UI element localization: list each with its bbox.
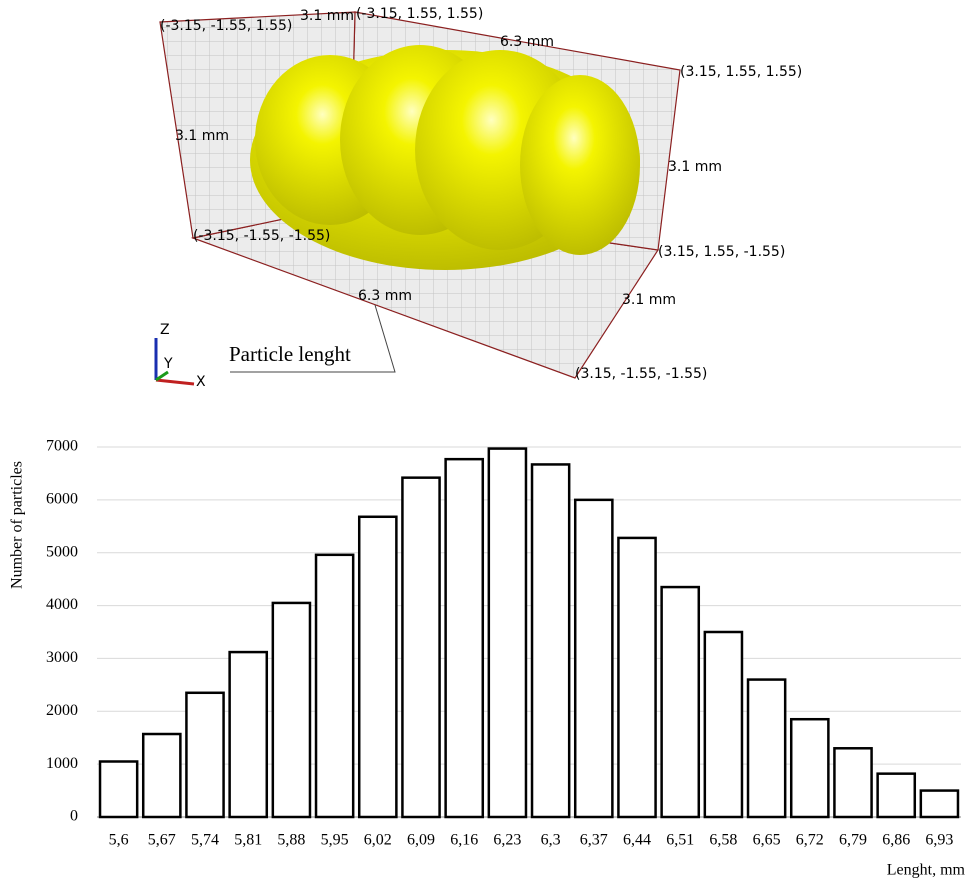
y-tick-label: 4000 xyxy=(46,596,78,613)
bar xyxy=(100,762,137,818)
axis-label: Z xyxy=(160,322,170,338)
bar xyxy=(878,774,915,817)
y-tick-label: 0 xyxy=(70,808,78,825)
x-tick-label: 5,6 xyxy=(109,832,129,849)
bar xyxy=(273,603,310,817)
x-tick-label: 6,02 xyxy=(364,832,392,849)
dimension-label: 3.1 mm xyxy=(300,8,354,24)
x-tick-label: 6,79 xyxy=(839,832,867,849)
dimension-label: 3.1 mm xyxy=(668,159,722,175)
bar xyxy=(618,538,655,817)
bar xyxy=(575,500,612,817)
x-tick-label: 6,44 xyxy=(623,832,651,849)
bar xyxy=(532,464,569,817)
corner-label: (3.15, -1.55, -1.55) xyxy=(575,366,707,382)
figure: (-3.15, -1.55, 1.55) (-3.15, 1.55, 1.55)… xyxy=(0,0,970,888)
x-tick-label: 5,67 xyxy=(148,832,176,849)
x-tick-label: 6,86 xyxy=(882,832,910,849)
corner-label: (3.15, 1.55, -1.55) xyxy=(658,244,785,260)
bar xyxy=(402,478,439,817)
x-tick-label: 6,72 xyxy=(796,832,824,849)
bar xyxy=(834,748,871,817)
x-tick-label: 5,88 xyxy=(277,832,305,849)
corner-label: (-3.15, -1.55, -1.55) xyxy=(193,228,330,244)
y-tick-label: 2000 xyxy=(46,702,78,719)
y-tick-label: 5000 xyxy=(46,543,78,560)
dimension-label: 6.3 mm xyxy=(500,34,554,50)
bar xyxy=(316,555,353,817)
axis-label: X xyxy=(196,374,206,390)
y-tick-label: 3000 xyxy=(46,649,78,666)
x-tick-label: 6,51 xyxy=(666,832,694,849)
corner-label: (-3.15, -1.55, 1.55) xyxy=(160,18,292,34)
corner-label: (-3.15, 1.55, 1.55) xyxy=(356,6,483,22)
bar xyxy=(662,587,699,817)
x-tick-label: 6,37 xyxy=(580,832,608,849)
x-tick-label: 5,74 xyxy=(191,832,219,849)
bar xyxy=(921,791,958,817)
bar xyxy=(186,693,223,817)
y-axis-title: Number of particles xyxy=(9,461,26,589)
x-tick-label: 6,3 xyxy=(541,832,561,849)
x-tick-label: 5,95 xyxy=(321,832,349,849)
y-tick-label: 7000 xyxy=(46,438,78,455)
axis-label: Y xyxy=(163,356,173,372)
bar xyxy=(446,459,483,817)
x-tick-label: 6,93 xyxy=(925,832,953,849)
y-tick-label: 1000 xyxy=(46,755,78,772)
bar xyxy=(143,734,180,817)
x-tick-label: 5,81 xyxy=(234,832,262,849)
x-tick-label: 6,58 xyxy=(709,832,737,849)
bar xyxy=(230,652,267,817)
x-tick-label: 6,23 xyxy=(493,832,521,849)
bar xyxy=(489,449,526,817)
axis-triad xyxy=(156,338,194,384)
bar xyxy=(705,632,742,817)
corner-label: (3.15, 1.55, 1.55) xyxy=(680,64,802,80)
x-tick-label: 6,09 xyxy=(407,832,435,849)
bar xyxy=(791,719,828,817)
dimension-label: 6.3 mm xyxy=(358,288,412,304)
x-tick-label: 6,65 xyxy=(753,832,781,849)
annotation: Particle lenght xyxy=(229,342,351,366)
bar xyxy=(748,680,785,817)
dimension-label: 3.1 mm xyxy=(622,292,676,308)
y-tick-label: 6000 xyxy=(46,491,78,508)
dimension-label: 3.1 mm xyxy=(175,128,229,144)
x-tick-label: 6,16 xyxy=(450,832,478,849)
bar xyxy=(359,517,396,817)
x-axis-title: Lenght, mm xyxy=(887,862,966,879)
